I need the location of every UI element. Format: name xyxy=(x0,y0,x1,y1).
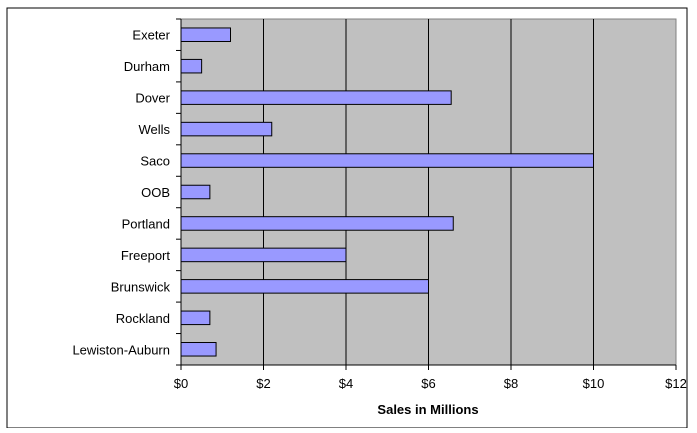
category-label: Lewiston-Auburn xyxy=(72,342,170,357)
category-label: Brunswick xyxy=(111,279,171,294)
x-tick-label: $10 xyxy=(583,376,605,391)
category-label: Exeter xyxy=(132,28,170,43)
bar-brunswick xyxy=(180,279,429,294)
bar-exeter xyxy=(180,27,231,42)
x-tick-label: $12 xyxy=(665,376,687,391)
bar-rockland xyxy=(180,310,211,326)
bar-oob xyxy=(180,184,211,200)
x-tick-label: $2 xyxy=(256,376,270,391)
category-label: Portland xyxy=(122,216,170,231)
x-tick-labels: $0 $2 $4 $6 $8 $10 $12 xyxy=(174,376,687,391)
category-label: Wells xyxy=(138,122,170,137)
bar-saco xyxy=(180,153,594,168)
x-tick-label: $8 xyxy=(504,376,518,391)
category-label: Dover xyxy=(135,91,170,106)
x-axis-title: Sales in Millions xyxy=(377,402,478,417)
category-labels: Exeter Durham Dover Wells Saco OOB Portland Fre… xyxy=(72,28,170,358)
category-label: Freeport xyxy=(121,248,171,263)
bar-portland xyxy=(180,216,454,231)
x-tick-label: $0 xyxy=(174,376,188,391)
bars xyxy=(180,27,594,357)
bar-lewiston-auburn xyxy=(180,342,217,357)
category-label: Saco xyxy=(140,154,170,169)
category-label: OOB xyxy=(141,185,170,200)
x-tick-label: $6 xyxy=(421,376,435,391)
bar-durham xyxy=(180,58,203,74)
x-tick-label: $4 xyxy=(339,376,353,391)
category-label: Rockland xyxy=(116,311,170,326)
bar-wells xyxy=(180,121,273,137)
bar-freeport xyxy=(180,247,347,263)
gridlines xyxy=(176,18,677,370)
bar-dover xyxy=(180,90,452,105)
category-label: Durham xyxy=(124,59,170,74)
